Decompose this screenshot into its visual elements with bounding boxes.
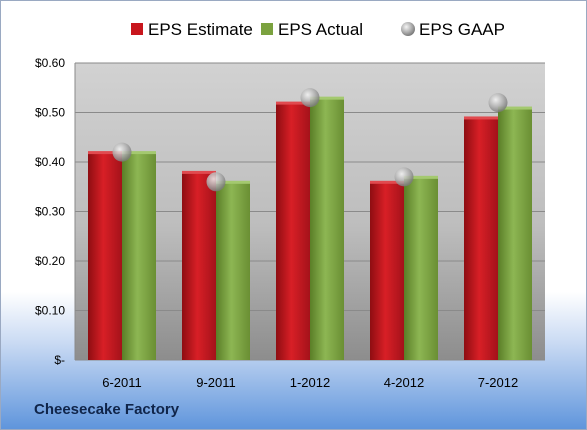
bar-body [464,117,498,360]
legend-marker-eps-gaap [401,22,415,36]
bar-eps-estimate [464,116,498,360]
marker-eps-gaap [112,142,132,162]
bar-top [404,175,438,179]
bar-body [276,102,310,360]
bar-body [370,181,404,360]
bar-eps-actual [216,180,250,360]
bar-top [310,96,344,100]
marker-eps-gaap [488,93,508,113]
bar-eps-estimate [370,180,404,360]
bar-top [498,106,532,110]
x-tick-label: 7-2012 [478,375,518,390]
bar-top [464,116,498,120]
bar-eps-actual [122,151,156,360]
bar-eps-estimate [276,101,310,360]
bar-body [498,107,532,360]
bar-eps-actual [310,96,344,361]
bar-top [370,180,404,184]
legend-label: EPS GAAP [419,20,505,39]
bar-body [310,97,344,361]
bar-body [182,171,216,360]
marker-eps-gaap [394,167,414,187]
x-tick-label: 4-2012 [384,375,424,390]
y-tick-label: $0.50 [35,106,65,120]
bar-top [122,151,156,155]
y-tick-label: $0.60 [35,56,65,70]
marker-eps-gaap [206,172,226,192]
bar-body [404,176,438,360]
bar-eps-estimate [182,170,216,360]
bar-eps-actual [404,175,438,360]
y-tick-label: $0.30 [35,205,65,219]
y-tick-label: $0.40 [35,155,65,169]
legend-label: EPS Actual [278,20,363,39]
legend-swatch-eps-actual [261,23,273,35]
x-tick-label: 6-2011 [102,375,142,390]
bar-eps-actual [498,106,532,360]
bar-top [276,101,310,105]
legend-swatch-eps-estimate [131,23,143,35]
bar-eps-estimate [88,151,122,360]
company-name: Cheesecake Factory [34,401,180,418]
bar-top [88,151,122,155]
y-tick-label: $0.20 [35,254,65,268]
bar-body [122,152,156,360]
y-tick-label: $0.10 [35,304,65,318]
legend-label: EPS Estimate [148,20,253,39]
x-tick-label: 9-2011 [196,375,236,390]
bar-body [216,181,250,360]
bar-body [88,152,122,360]
marker-eps-gaap [300,88,320,108]
x-tick-label: 1-2012 [290,375,330,390]
y-tick-label: $- [54,353,65,367]
bar-top [216,180,250,184]
bar-top [182,170,216,174]
